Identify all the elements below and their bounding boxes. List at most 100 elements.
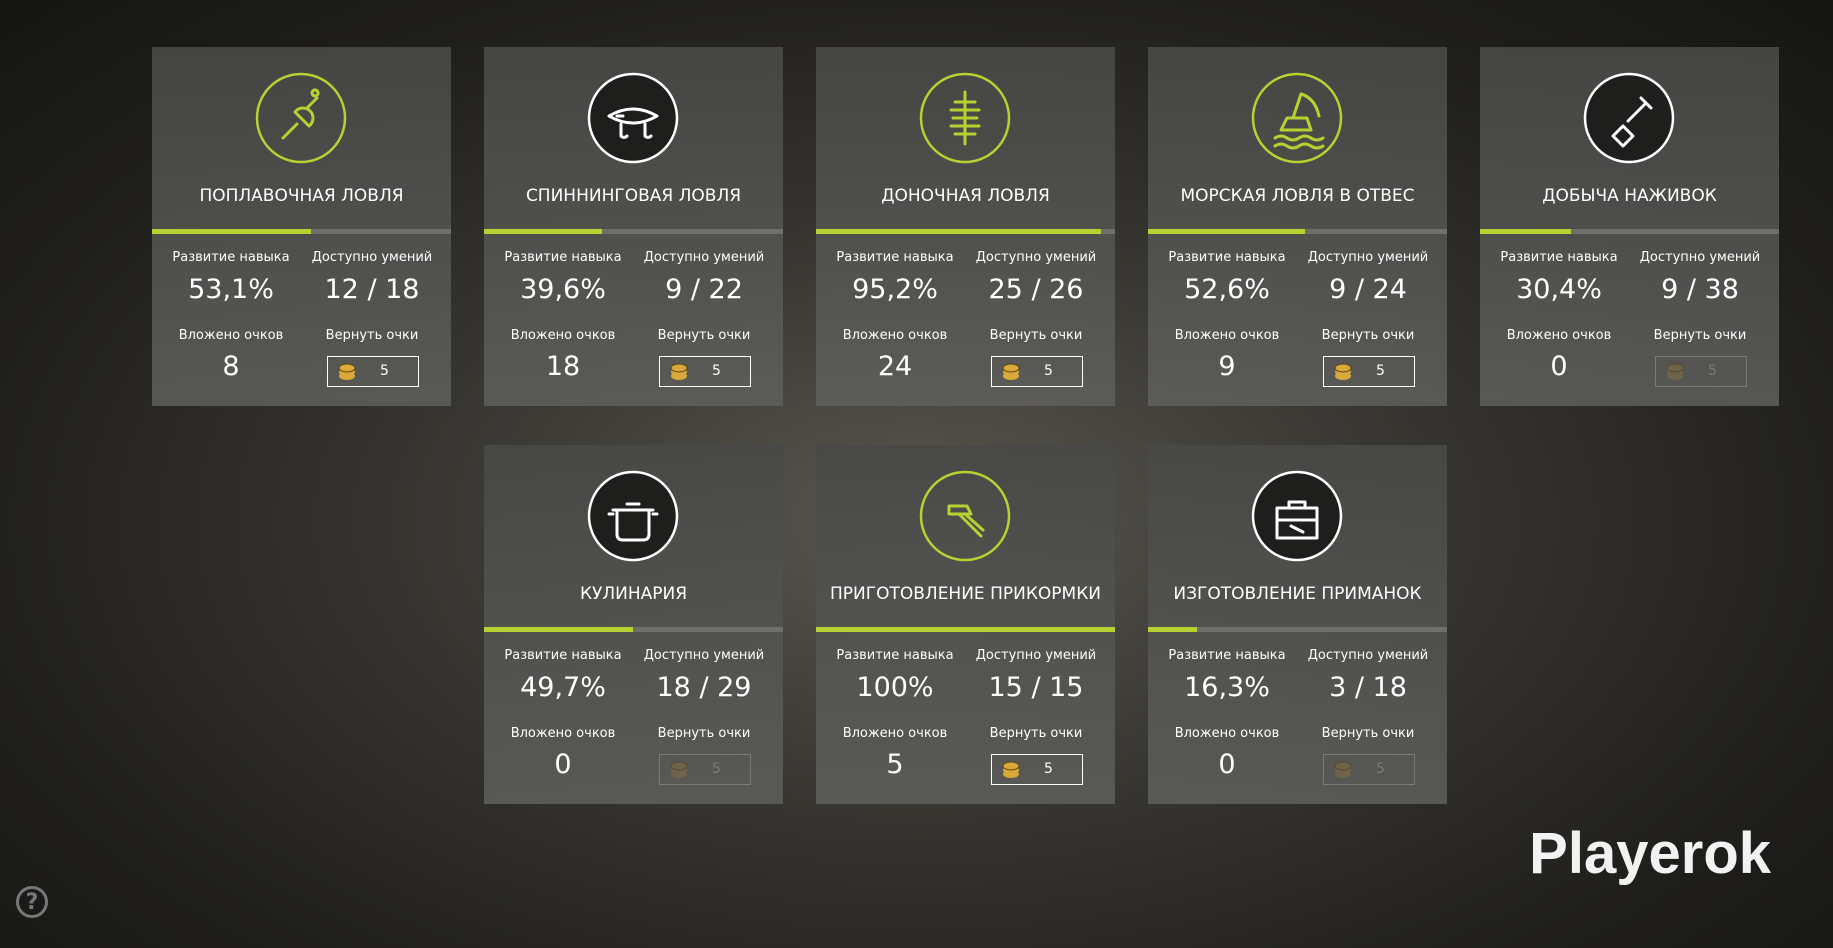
refund-label: Вернуть очки	[989, 726, 1083, 741]
refund-label: Вернуть очки	[1653, 328, 1747, 343]
progress-fill	[484, 627, 633, 632]
available-label: Доступно умений	[643, 648, 765, 663]
refund-button[interactable]: 5	[327, 356, 419, 387]
watermark: Playerok	[1529, 821, 1771, 886]
skill-value: 95,2%	[852, 274, 938, 305]
progress-fill	[816, 627, 1115, 632]
skill-icon	[255, 72, 347, 164]
progress-track	[816, 627, 1115, 632]
skill-title: ДОНОЧНАЯ ЛОВЛЯ	[881, 186, 1050, 206]
refund-button: 5	[659, 754, 751, 785]
available-value: 9 / 24	[1329, 274, 1407, 305]
invested-value: 0	[554, 749, 572, 780]
progress-track	[1148, 229, 1447, 234]
skill-title: МОРСКАЯ ЛОВЛЯ В ОТВЕС	[1180, 186, 1415, 206]
progress-track	[816, 229, 1115, 234]
refund-button[interactable]: 5	[1323, 356, 1415, 387]
invested-value: 18	[545, 351, 581, 382]
refund-cost: 5	[1044, 363, 1053, 379]
skill-value: 53,1%	[188, 274, 274, 305]
skill-card: МОРСКАЯ ЛОВЛЯ В ОТВЕС Развитие навыка Дост…	[1148, 47, 1447, 406]
invested-label: Вложено очков	[1174, 726, 1280, 741]
skill-label: Развитие навыка	[504, 648, 622, 663]
skill-value: 100%	[856, 672, 934, 703]
invested-value: 8	[222, 351, 240, 382]
available-label: Доступно умений	[975, 648, 1097, 663]
progress-fill	[1148, 627, 1197, 632]
skill-value: 39,6%	[520, 274, 606, 305]
skill-label: Развитие навыка	[836, 648, 954, 663]
refund-label: Вернуть очки	[989, 328, 1083, 343]
refund-label: Вернуть очки	[657, 328, 751, 343]
refund-label: Вернуть очки	[657, 726, 751, 741]
coin-icon	[1002, 363, 1020, 380]
invested-label: Вложено очков	[510, 726, 616, 741]
coin-icon	[670, 761, 688, 778]
invested-value: 5	[886, 749, 904, 780]
refund-label: Вернуть очки	[325, 328, 419, 343]
skill-label: Развитие навыка	[1168, 648, 1286, 663]
skill-value: 52,6%	[1184, 274, 1270, 305]
skill-icon	[1583, 72, 1675, 164]
invested-value: 24	[877, 351, 913, 382]
refund-button: 5	[1655, 356, 1747, 387]
coin-icon	[1334, 761, 1352, 778]
skill-card: КУЛИНАРИЯ Развитие навыка Доступно умений 4…	[484, 445, 783, 804]
skill-label: Развитие навыка	[1168, 250, 1286, 265]
refund-button[interactable]: 5	[991, 356, 1083, 387]
coin-icon	[1334, 363, 1352, 380]
available-label: Доступно умений	[1639, 250, 1761, 265]
skill-value: 30,4%	[1516, 274, 1602, 305]
skill-card: ИЗГОТОВЛЕНИЕ ПРИМАНОК Развитие навыка Дост…	[1148, 445, 1447, 804]
refund-button[interactable]: 5	[659, 356, 751, 387]
available-value: 12 / 18	[324, 274, 420, 305]
skill-value: 16,3%	[1184, 672, 1270, 703]
skill-card: ПОПЛАВОЧНАЯ ЛОВЛЯ Развитие навыка Доступно…	[152, 47, 451, 406]
available-value: 9 / 38	[1661, 274, 1739, 305]
refund-cost: 5	[1376, 363, 1385, 379]
invested-value: 9	[1218, 351, 1236, 382]
skill-card: ПРИГОТОВЛЕНИЕ ПРИКОРМКИ Развитие навыка До…	[816, 445, 1115, 804]
skill-icon	[919, 72, 1011, 164]
available-value: 18 / 29	[656, 672, 752, 703]
skill-card: ДОНОЧНАЯ ЛОВЛЯ Развитие навыка Доступно ум…	[816, 47, 1115, 406]
progress-fill	[1148, 229, 1306, 234]
progress-track	[152, 229, 451, 234]
available-label: Доступно умений	[1307, 250, 1429, 265]
skill-title: ДОБЫЧА НАЖИВОК	[1542, 186, 1717, 206]
skill-title: ПОПЛАВОЧНАЯ ЛОВЛЯ	[199, 186, 404, 206]
refund-cost: 5	[1376, 761, 1385, 777]
skill-title: ПРИГОТОВЛЕНИЕ ПРИКОРМКИ	[829, 584, 1101, 604]
skill-title: КУЛИНАРИЯ	[579, 584, 688, 604]
skill-card: ДОБЫЧА НАЖИВОК Развитие навыка Доступно ум…	[1480, 47, 1779, 406]
skill-icon	[1251, 470, 1343, 562]
progress-track	[1480, 229, 1779, 234]
invested-label: Вложено очков	[842, 328, 948, 343]
invested-value: 0	[1218, 749, 1236, 780]
refund-button: 5	[1323, 754, 1415, 785]
skill-label: Развитие навыка	[172, 250, 290, 265]
progress-track	[484, 229, 783, 234]
refund-cost: 5	[1044, 761, 1053, 777]
invested-label: Вложено очков	[510, 328, 616, 343]
skill-icon	[1251, 72, 1343, 164]
skill-label: Развитие навыка	[836, 250, 954, 265]
refund-label: Вернуть очки	[1321, 328, 1415, 343]
coin-icon	[338, 363, 356, 380]
refund-button[interactable]: 5	[991, 754, 1083, 785]
available-value: 15 / 15	[988, 672, 1084, 703]
invested-label: Вложено очков	[1174, 328, 1280, 343]
progress-track	[484, 627, 783, 632]
skill-title: ИЗГОТОВЛЕНИЕ ПРИМАНОК	[1173, 584, 1422, 604]
progress-fill	[1480, 229, 1571, 234]
progress-track	[1148, 627, 1447, 632]
help-button[interactable]: ?	[16, 886, 48, 918]
available-label: Доступно умений	[1307, 648, 1429, 663]
available-label: Доступно умений	[643, 250, 765, 265]
skill-card: СПИННИНГОВАЯ ЛОВЛЯ Развитие навыка Доступн…	[484, 47, 783, 406]
refund-cost: 5	[712, 761, 721, 777]
skill-icon	[587, 470, 679, 562]
available-label: Доступно умений	[975, 250, 1097, 265]
skill-value: 49,7%	[520, 672, 606, 703]
